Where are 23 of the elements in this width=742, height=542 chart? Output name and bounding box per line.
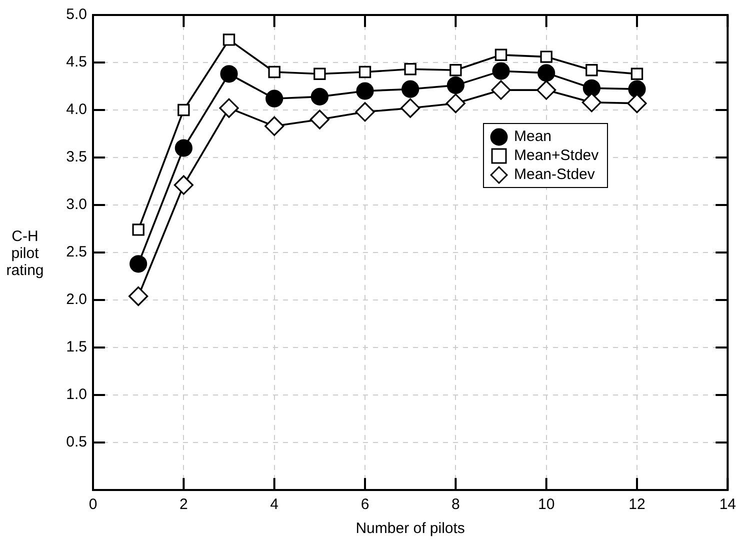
y-tick-label: 2.5 [66,244,87,261]
x-tick-label: 10 [538,496,555,514]
y-tick-label: 5.0 [66,6,87,24]
y-axis-title: C-H pilot rating [5,228,45,279]
x-tick-label: 12 [628,496,646,514]
y-tick-label: 1.0 [66,386,87,404]
y-tick-label: 3.0 [66,196,87,214]
y-tick-label: 1.5 [66,338,87,356]
y-tick-label: 0.5 [66,434,87,451]
x-tick-label: 6 [360,496,370,514]
y-tick-label: 4.0 [66,101,87,118]
legend-label: Mean-Stdev [514,165,595,184]
y-tick-label: 4.5 [66,54,87,71]
y-tick-label: 2.0 [66,291,87,308]
y-tick-label: 3.5 [66,148,87,166]
x-tick-label: 14 [719,496,736,514]
legend-label: Mean [514,127,552,146]
x-tick-label: 8 [451,496,460,514]
x-tick-label: 2 [179,496,188,514]
x-axis-title: Number of pilots [356,520,465,538]
x-tick-label: 4 [270,496,279,514]
x-tick-label: 0 [88,496,98,514]
legend-label: Mean+Stdev [514,146,599,165]
